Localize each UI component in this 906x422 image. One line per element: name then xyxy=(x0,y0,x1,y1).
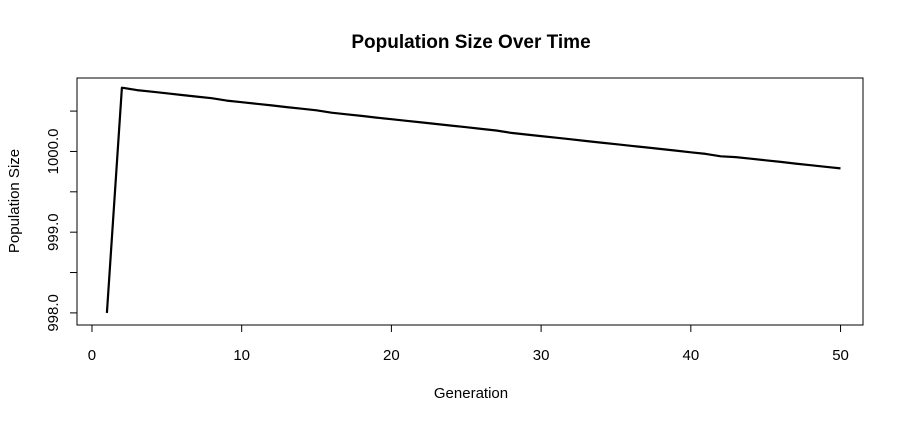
y-tick-label: 998.0 xyxy=(45,294,62,332)
x-axis: 0 10 20 30 40 50 xyxy=(88,324,849,364)
y-tick-label: 999.0 xyxy=(45,213,62,251)
population-series-line xyxy=(105,86,841,313)
y-tick-label: 1000.0 xyxy=(45,129,62,175)
x-tick-label: 40 xyxy=(682,347,699,364)
x-tick-label: 30 xyxy=(533,347,550,364)
x-tick-label: 20 xyxy=(383,347,400,364)
plot-area xyxy=(76,77,864,326)
chart-title: Population Size Over Time xyxy=(351,32,590,53)
x-tick-label: 10 xyxy=(233,347,250,364)
x-axis-label: Generation xyxy=(434,385,508,402)
x-tick-label: 0 xyxy=(88,347,96,364)
y-axis-label: Population Size xyxy=(6,149,23,253)
y-axis: 998.0 999.0 1000.0 xyxy=(45,110,78,332)
x-tick-label: 50 xyxy=(832,347,849,364)
